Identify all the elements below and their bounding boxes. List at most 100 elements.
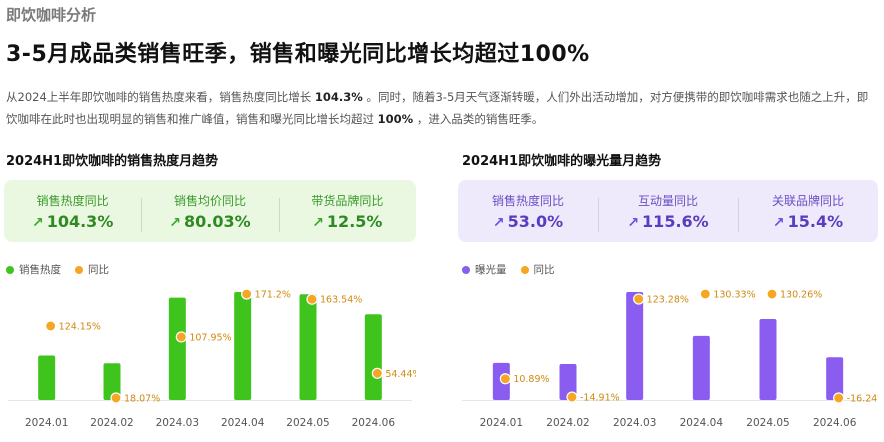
right-legend-item-1: 同比 [520,262,555,277]
right-chart-title: 2024H1即饮咖啡的曝光量月趋势 [462,154,662,169]
right-yoy-label: -14.91% [580,393,620,404]
left-kpi-2-value-row: ↗ 12.5% [279,212,416,231]
left-bar [234,292,252,400]
right-yoy-point [833,392,845,404]
left-kpi-2-label: 带货品牌同比 [311,193,384,208]
right-yoy-point [699,288,711,300]
left-bar [38,355,56,400]
right-yoy-point [566,391,578,403]
right-kpi-0: 销售热度同比 ↗ 53.0% [458,192,598,231]
left-kpi-2: 带货品牌同比 ↗ 12.5% [278,192,416,232]
right-kpi-0-value-row: ↗ 53.0% [458,212,598,231]
right-bar [759,319,777,400]
left-x-tick-label: 2024.03 [156,417,199,429]
right-kpi-1: 互动量同比 ↗ 115.6% [598,192,738,232]
up-right-arrow-icon: ↗ [492,214,505,231]
left-yoy-point [110,392,122,404]
left-x-tick-label: 2024.04 [221,417,265,429]
right-bar [626,292,644,400]
right-kpi-0-value: 53.0% [507,211,564,231]
right-kpi-1-value: 115.6% [642,211,709,231]
left-kpi-0-label: 销售热度同比 [36,193,109,208]
left-yoy-point [371,367,383,379]
right-yoy-label: 123.28% [647,295,689,306]
left-kpi-0: 销售热度同比 ↗ 104.3% [4,192,141,231]
up-right-arrow-icon: ↗ [169,214,182,231]
right-yoy-label: 10.89% [513,374,549,385]
right-bar [559,364,577,400]
left-bar [364,314,382,400]
right-yoy-point [499,373,511,385]
left-yoy-point [175,331,187,343]
left-x-tick-label: 2024.01 [25,417,68,429]
left-kpi-0-value: 104.3% [46,211,114,231]
left-x-tick-label: 2024.05 [286,417,329,429]
right-yoy-label: 130.26% [780,290,822,301]
right-x-tick-label: 2024.01 [480,417,523,429]
legend-swatch [520,265,529,274]
right-bar [692,335,710,400]
right-kpi-2-label: 关联品牌同比 [771,193,844,208]
description-text-1: 从2024上半年即饮咖啡的销售热度来看，销售热度同比增长 [6,90,315,104]
right-exposure-chart: 2024.01 10.89% 2024.02 -14.91% 2024.03 123.28… [462,288,878,429]
left-legend-item-0: 销售热度 [6,262,61,277]
left-yoy-point [45,320,57,332]
left-yoy-label: 124.15% [59,321,101,332]
right-legend-label-1: 同比 [533,264,555,276]
right-bar [826,357,844,400]
right-x-tick-label: 2024.02 [546,417,589,429]
left-kpi-1-value-row: ↗ 80.03% [141,212,278,231]
left-kpi-0-value-row: ↗ 104.3% [4,212,141,231]
right-legend: 曝光量 同比 [462,262,555,277]
right-yoy-label: 130.33% [713,290,755,301]
left-yoy-label: 54.44% [385,369,416,380]
left-yoy-label: 107.95% [189,332,231,343]
right-kpi-card: 销售热度同比 ↗ 53.0% 互动量同比 ↗ 115.6% 关联品牌同比 ↗ 15.4… [458,180,878,242]
right-legend-label-0: 曝光量 [475,264,507,276]
up-right-arrow-icon: ↗ [31,214,44,231]
right-kpi-2-value: 15.4% [787,211,844,231]
left-bar [103,363,121,400]
description-text-2: 。同时，随着3-5月天气逐渐转暖，人们外出活动增加，对方便携带的即饮咖啡需求也随… [6,90,869,126]
right-kpi-1-value-row: ↗ 115.6% [598,212,738,231]
description-paragraph: 从2024上半年即饮咖啡的销售热度来看，销售热度同比增长 104.3% 。同时，… [6,86,876,130]
legend-swatch [75,265,83,274]
right-kpi-0-label: 销售热度同比 [491,193,564,208]
left-legend-label-1: 同比 [88,264,109,276]
left-bar [168,297,186,400]
left-kpi-2-value: 12.5% [326,211,383,231]
right-yoy-point [766,288,778,300]
legend-swatch [462,265,470,274]
left-kpi-1-value: 80.03% [184,211,251,231]
right-kpi-1-label: 互动量同比 [637,193,698,208]
left-sales-chart: 2024.01 124.15% 2024.02 18.07% 2024.03 107.95… [8,288,416,429]
left-yoy-point [306,293,318,305]
description-text-3: ，进入品类的销售旺季。 [413,112,544,126]
right-kpi-2: 关联品牌同比 ↗ 15.4% [738,192,878,232]
right-x-tick-label: 2024.06 [813,417,857,429]
right-kpi-2-value-row: ↗ 15.4% [738,212,878,231]
page-headline: 3-5月成品类销售旺季，销售和曝光同比增长均超过100% [6,42,590,67]
right-x-tick-label: 2024.05 [746,417,789,429]
description-value-1: 104.3% [314,90,363,104]
left-chart-title: 2024H1即饮咖啡的销售热度月趋势 [6,154,219,169]
right-yoy-label: -16.24% [847,394,878,405]
up-right-arrow-icon: ↗ [627,214,640,231]
left-yoy-label: 163.54% [320,295,362,306]
right-legend-item-0: 曝光量 [462,262,507,277]
left-yoy-label: 18.07% [124,394,160,405]
left-kpi-1-label: 销售均价同比 [173,193,246,208]
left-legend: 销售热度 同比 [6,262,109,277]
section-tag: 即饮咖啡分析 [6,6,97,24]
left-x-tick-label: 2024.06 [352,417,396,429]
left-kpi-card: 销售热度同比 ↗ 104.3% 销售均价同比 ↗ 80.03% 带货品牌同比 ↗ 12… [4,180,416,242]
left-x-tick-label: 2024.02 [90,417,133,429]
legend-swatch [6,265,14,274]
left-legend-item-1: 同比 [75,262,109,277]
left-bar [299,294,317,400]
up-right-arrow-icon: ↗ [772,214,785,231]
left-yoy-point [241,288,253,300]
right-x-tick-label: 2024.03 [613,417,656,429]
right-x-tick-label: 2024.04 [680,417,724,429]
left-yoy-label: 171.2% [255,290,291,301]
